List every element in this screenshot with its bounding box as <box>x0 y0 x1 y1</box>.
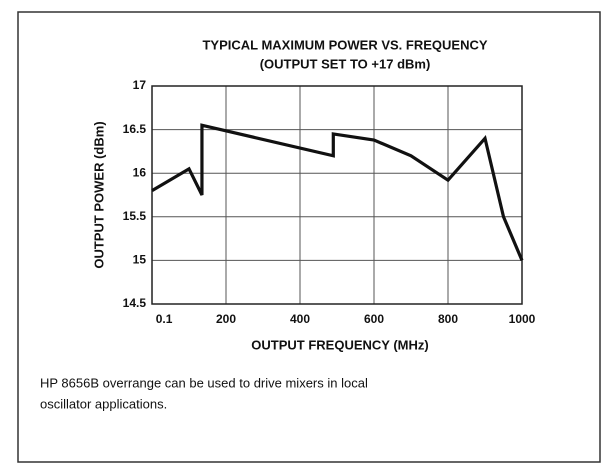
y-axis-label: OUTPUT POWER (dBm) <box>91 121 106 268</box>
frame <box>17 11 601 463</box>
x-axis-label: OUTPUT FREQUENCY (MHz) <box>251 337 428 352</box>
caption-line: HP 8656B overrange can be used to drive … <box>40 375 368 390</box>
x-tick-label: 400 <box>290 312 310 326</box>
x-tick-label: 600 <box>364 312 384 326</box>
y-tick-label: 15 <box>133 253 147 267</box>
y-tick-label: 16.5 <box>123 122 147 136</box>
x-tick-label: 800 <box>438 312 458 326</box>
chart-title: TYPICAL MAXIMUM POWER VS. FREQUENCY <box>202 37 487 52</box>
y-tick-label: 15.5 <box>123 209 147 223</box>
x-tick-label: 200 <box>216 312 236 326</box>
chart-subtitle: (OUTPUT SET TO +17 dBm) <box>260 56 431 71</box>
y-tick-label: 16 <box>133 165 147 179</box>
plot-frame <box>151 85 523 305</box>
y-tick-label: 14.5 <box>123 296 147 310</box>
caption-line: oscillator applications. <box>40 396 167 411</box>
x-tick-label: 1000 <box>509 312 536 326</box>
y-tick-label: 17 <box>133 78 147 92</box>
x-tick-label: 0.1 <box>156 312 173 326</box>
data-line <box>151 123 524 262</box>
